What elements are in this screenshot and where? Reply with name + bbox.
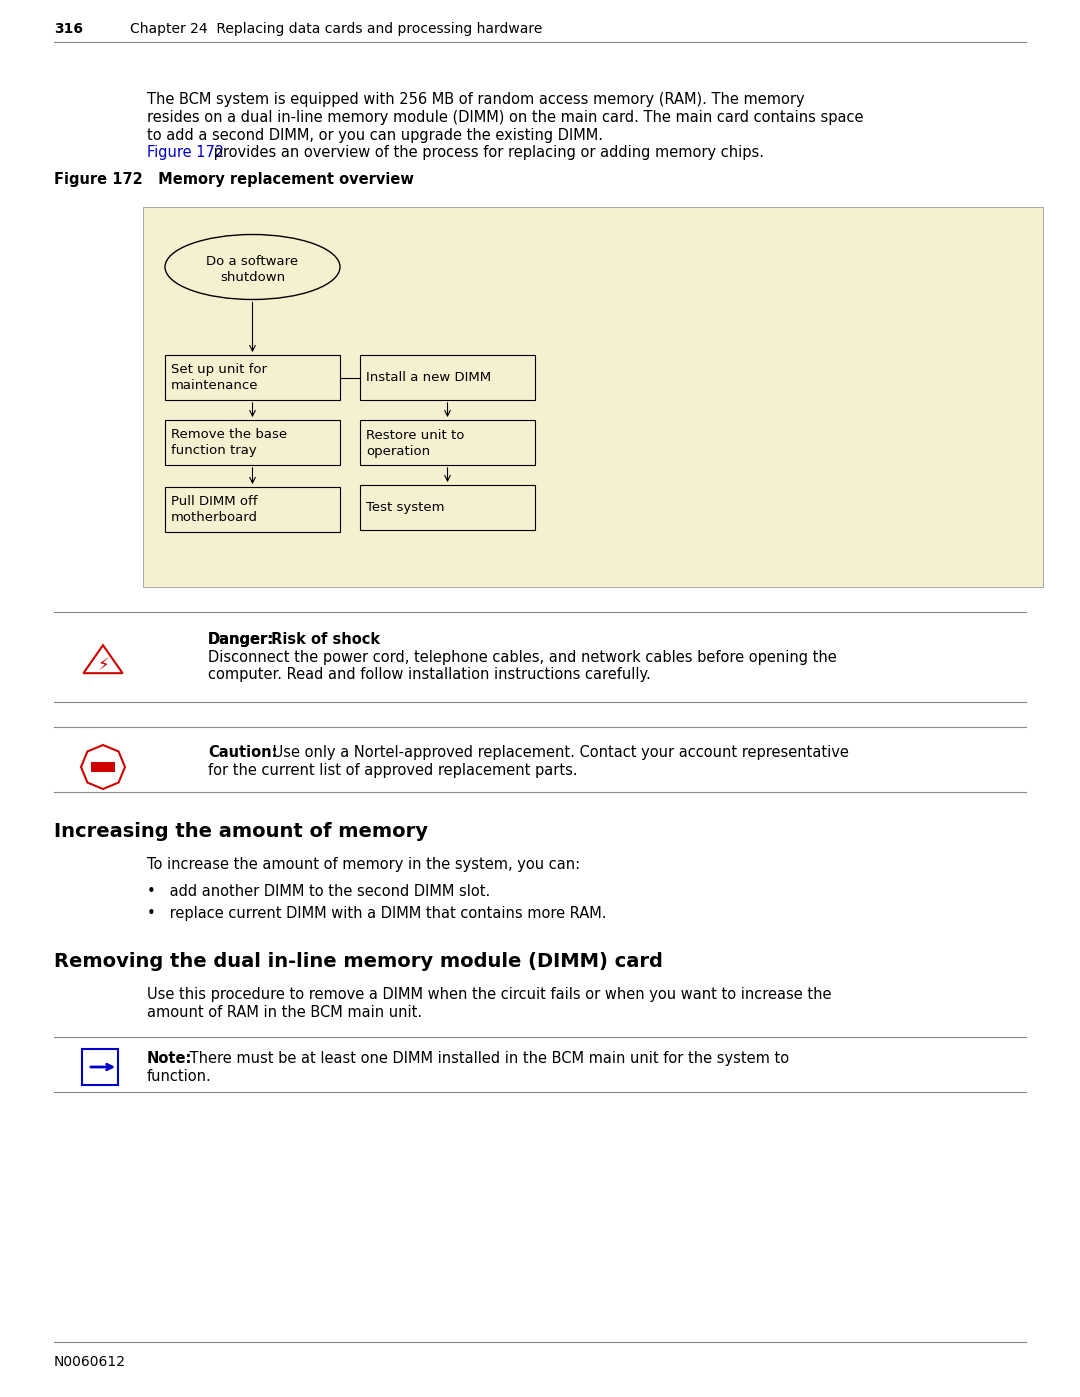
Text: Increasing the amount of memory: Increasing the amount of memory bbox=[54, 821, 428, 841]
Text: Do a software: Do a software bbox=[206, 256, 298, 268]
FancyBboxPatch shape bbox=[82, 1049, 118, 1085]
Text: function.: function. bbox=[147, 1069, 212, 1084]
Text: resides on a dual in-line memory module (DIMM) on the main card. The main card c: resides on a dual in-line memory module … bbox=[147, 110, 864, 124]
Polygon shape bbox=[83, 645, 123, 673]
Text: Danger:: Danger: bbox=[208, 631, 274, 647]
Text: Set up unit for: Set up unit for bbox=[171, 363, 267, 376]
Text: operation: operation bbox=[366, 446, 430, 458]
Text: Note:: Note: bbox=[147, 1051, 192, 1066]
FancyBboxPatch shape bbox=[360, 485, 535, 529]
Text: Test system: Test system bbox=[366, 502, 445, 514]
Text: Danger:: Danger: bbox=[208, 631, 274, 647]
Text: To increase the amount of memory in the system, you can:: To increase the amount of memory in the … bbox=[147, 856, 580, 872]
Text: •   add another DIMM to the second DIMM slot.: • add another DIMM to the second DIMM sl… bbox=[147, 884, 490, 900]
FancyBboxPatch shape bbox=[143, 207, 1043, 587]
Text: Risk of shock: Risk of shock bbox=[266, 631, 380, 647]
Text: Restore unit to: Restore unit to bbox=[366, 429, 464, 441]
Text: provides an overview of the process for replacing or adding memory chips.: provides an overview of the process for … bbox=[210, 145, 764, 161]
Polygon shape bbox=[81, 745, 125, 789]
Text: motherboard: motherboard bbox=[171, 511, 258, 524]
Text: N0060612: N0060612 bbox=[54, 1355, 126, 1369]
Text: 316: 316 bbox=[54, 22, 83, 36]
Text: Use only a Nortel-approved replacement. Contact your account representative: Use only a Nortel-approved replacement. … bbox=[268, 745, 849, 760]
FancyBboxPatch shape bbox=[360, 420, 535, 465]
FancyBboxPatch shape bbox=[165, 420, 340, 465]
Text: The BCM system is equipped with 256 MB of random access memory (RAM). The memory: The BCM system is equipped with 256 MB o… bbox=[147, 92, 805, 108]
Text: Removing the dual in-line memory module (DIMM) card: Removing the dual in-line memory module … bbox=[54, 951, 663, 971]
Text: function tray: function tray bbox=[171, 444, 257, 457]
Text: Caution:: Caution: bbox=[208, 745, 278, 760]
FancyBboxPatch shape bbox=[360, 355, 535, 400]
Text: computer. Read and follow installation instructions carefully.: computer. Read and follow installation i… bbox=[208, 666, 651, 682]
Text: amount of RAM in the BCM main unit.: amount of RAM in the BCM main unit. bbox=[147, 1004, 422, 1020]
Text: Pull DIMM off: Pull DIMM off bbox=[171, 495, 257, 509]
Text: Figure 172   Memory replacement overview: Figure 172 Memory replacement overview bbox=[54, 172, 414, 187]
Ellipse shape bbox=[165, 235, 340, 299]
Text: Figure 172: Figure 172 bbox=[147, 145, 225, 161]
Text: Disconnect the power cord, telephone cables, and network cables before opening t: Disconnect the power cord, telephone cab… bbox=[208, 650, 837, 665]
Text: for the current list of approved replacement parts.: for the current list of approved replace… bbox=[208, 763, 578, 778]
Text: to add a second DIMM, or you can upgrade the existing DIMM.: to add a second DIMM, or you can upgrade… bbox=[147, 129, 603, 142]
Text: Use this procedure to remove a DIMM when the circuit fails or when you want to i: Use this procedure to remove a DIMM when… bbox=[147, 988, 832, 1002]
Text: •   replace current DIMM with a DIMM that contains more RAM.: • replace current DIMM with a DIMM that … bbox=[147, 907, 607, 921]
Text: Remove the base: Remove the base bbox=[171, 427, 287, 441]
Text: ⚡: ⚡ bbox=[97, 657, 109, 673]
FancyBboxPatch shape bbox=[165, 488, 340, 532]
Text: There must be at least one DIMM installed in the BCM main unit for the system to: There must be at least one DIMM installe… bbox=[185, 1051, 789, 1066]
Text: Install a new DIMM: Install a new DIMM bbox=[366, 372, 491, 384]
Text: maintenance: maintenance bbox=[171, 379, 258, 393]
Text: shutdown: shutdown bbox=[220, 271, 285, 284]
FancyBboxPatch shape bbox=[165, 355, 340, 400]
FancyBboxPatch shape bbox=[91, 761, 114, 773]
Text: Chapter 24  Replacing data cards and processing hardware: Chapter 24 Replacing data cards and proc… bbox=[130, 22, 542, 36]
